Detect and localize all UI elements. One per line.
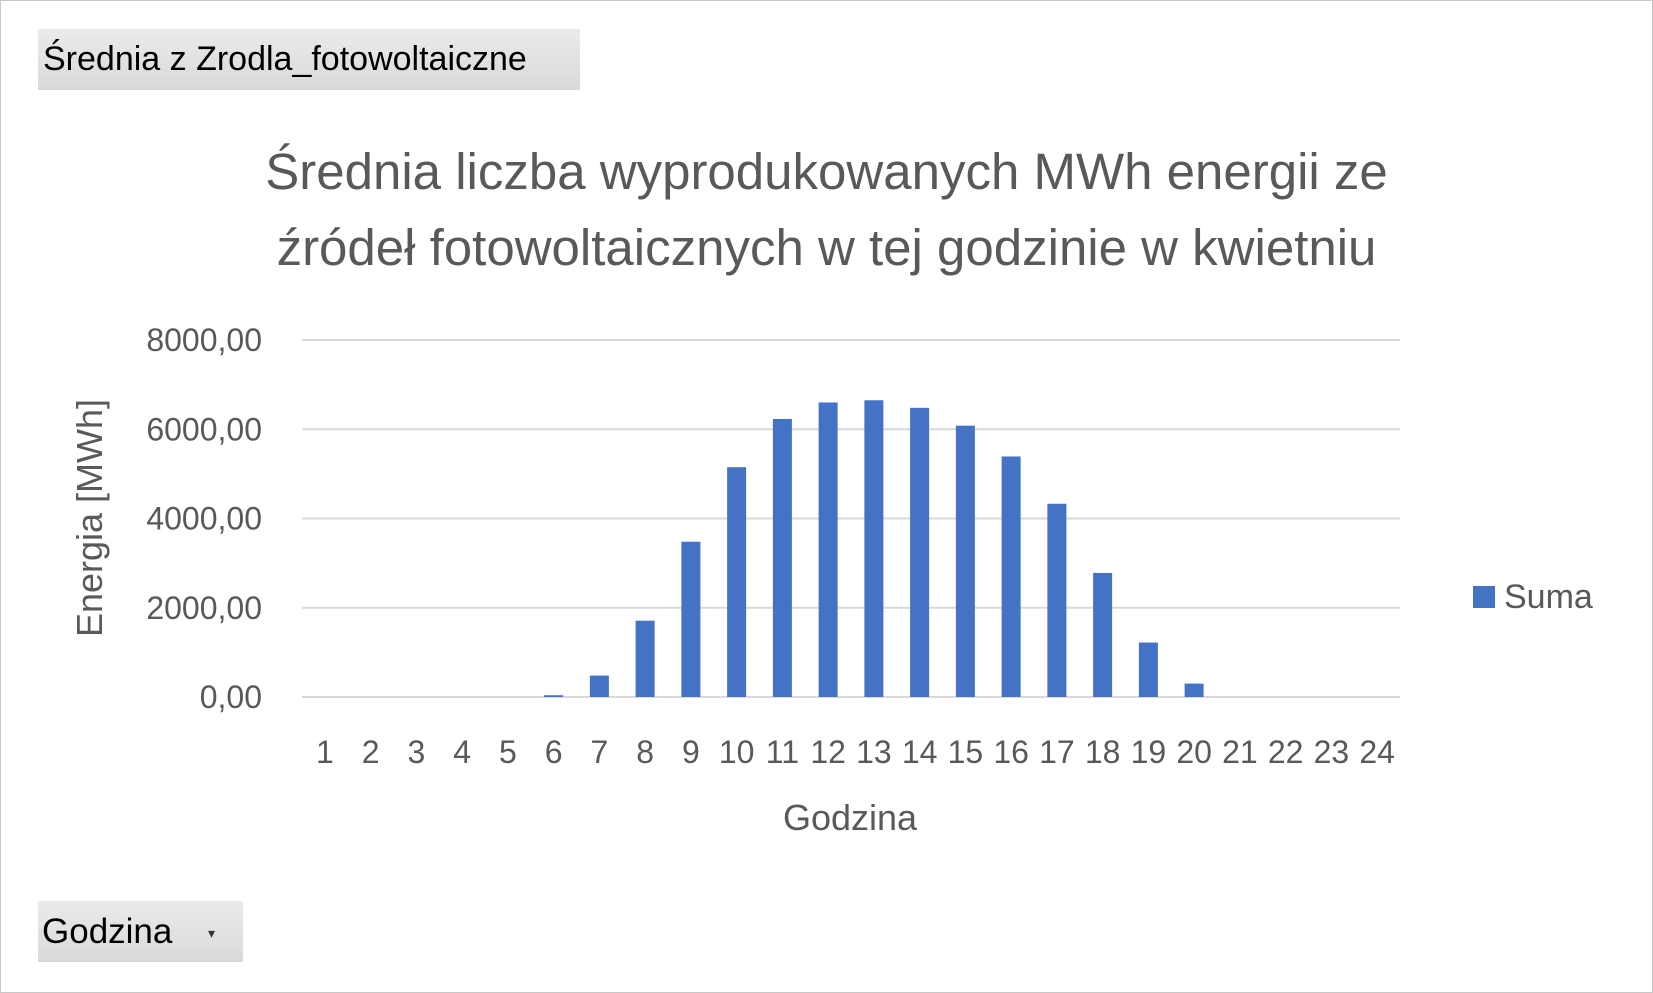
dropdown-arrow-icon[interactable]: ▾ (208, 925, 216, 941)
x-tick-label: 23 (1314, 734, 1350, 770)
value-field-button[interactable]: Średnia z Zrodla_fotowoltaiczne (38, 29, 580, 90)
x-tick-label: 3 (407, 734, 425, 770)
x-tick-label: 17 (1039, 734, 1075, 770)
bar (1093, 572, 1113, 697)
y-axis-label: Energia [MWh] (69, 399, 110, 637)
y-tick-label: 4000,00 (146, 501, 262, 537)
x-tick-label: 16 (993, 734, 1029, 770)
bar (955, 425, 975, 697)
chart-title-line-1: Średnia liczba wyprodukowanych MWh energ… (265, 143, 1388, 200)
x-tick-label: 4 (453, 734, 471, 770)
x-tick-label: 14 (902, 734, 938, 770)
chart-title: Średnia liczba wyprodukowanych MWh energ… (0, 134, 1653, 286)
x-tick-label: 24 (1359, 734, 1395, 770)
bar (1184, 683, 1204, 697)
bar (772, 418, 792, 697)
x-tick-label: 9 (682, 734, 700, 770)
x-tick-label: 22 (1268, 734, 1304, 770)
bar (544, 695, 564, 697)
value-field-label: Średnia z Zrodla_fotowoltaiczne (43, 40, 527, 78)
legend-label: Suma (1504, 578, 1593, 616)
bar-series (544, 400, 1204, 697)
x-axis-label: Godzina (783, 797, 918, 838)
bar (1138, 642, 1158, 697)
x-tick-label: 2 (362, 734, 380, 770)
y-tick-label: 0,00 (200, 679, 262, 715)
y-tick-label: 8000,00 (146, 322, 262, 358)
bar (727, 467, 747, 697)
axis-field-button[interactable]: Godzina ▾ (38, 901, 243, 962)
x-tick-label: 6 (545, 734, 563, 770)
x-axis-ticks: 1 2 3 4 5 6 7 8 9 10 11 12 13 14 15 16 17 18 19 20 21 22 23 24 (316, 734, 1395, 770)
x-tick-label: 20 (1176, 734, 1212, 770)
x-tick-label: 13 (856, 734, 892, 770)
x-tick-label: 21 (1222, 734, 1258, 770)
legend-swatch (1473, 586, 1495, 608)
x-tick-label: 7 (590, 734, 608, 770)
chart-title-line-2: źródeł fotowoltaicznych w tej godzinie w… (276, 219, 1377, 276)
y-tick-label: 6000,00 (146, 411, 262, 447)
y-tick-label: 2000,00 (146, 590, 262, 626)
bar (818, 402, 838, 697)
bar (864, 400, 884, 697)
bar (681, 541, 701, 697)
x-tick-label: 8 (636, 734, 654, 770)
bar (1047, 503, 1067, 697)
bar (635, 620, 655, 697)
axis-field-label: Godzina (42, 911, 173, 951)
x-tick-label: 18 (1085, 734, 1121, 770)
y-axis-ticks: 0,00 2000,00 4000,00 6000,00 8000,00 (146, 322, 262, 715)
gridlines (302, 339, 1400, 698)
x-tick-label: 15 (948, 734, 984, 770)
bar (910, 407, 930, 697)
x-tick-label: 12 (810, 734, 846, 770)
x-tick-label: 11 (766, 734, 799, 770)
legend: Suma (1473, 578, 1593, 616)
x-tick-label: 1 (316, 734, 334, 770)
x-tick-label: 19 (1131, 734, 1167, 770)
bar (1001, 456, 1021, 697)
x-tick-label: 10 (719, 734, 755, 770)
x-tick-label: 5 (499, 734, 517, 770)
bar (589, 675, 609, 697)
